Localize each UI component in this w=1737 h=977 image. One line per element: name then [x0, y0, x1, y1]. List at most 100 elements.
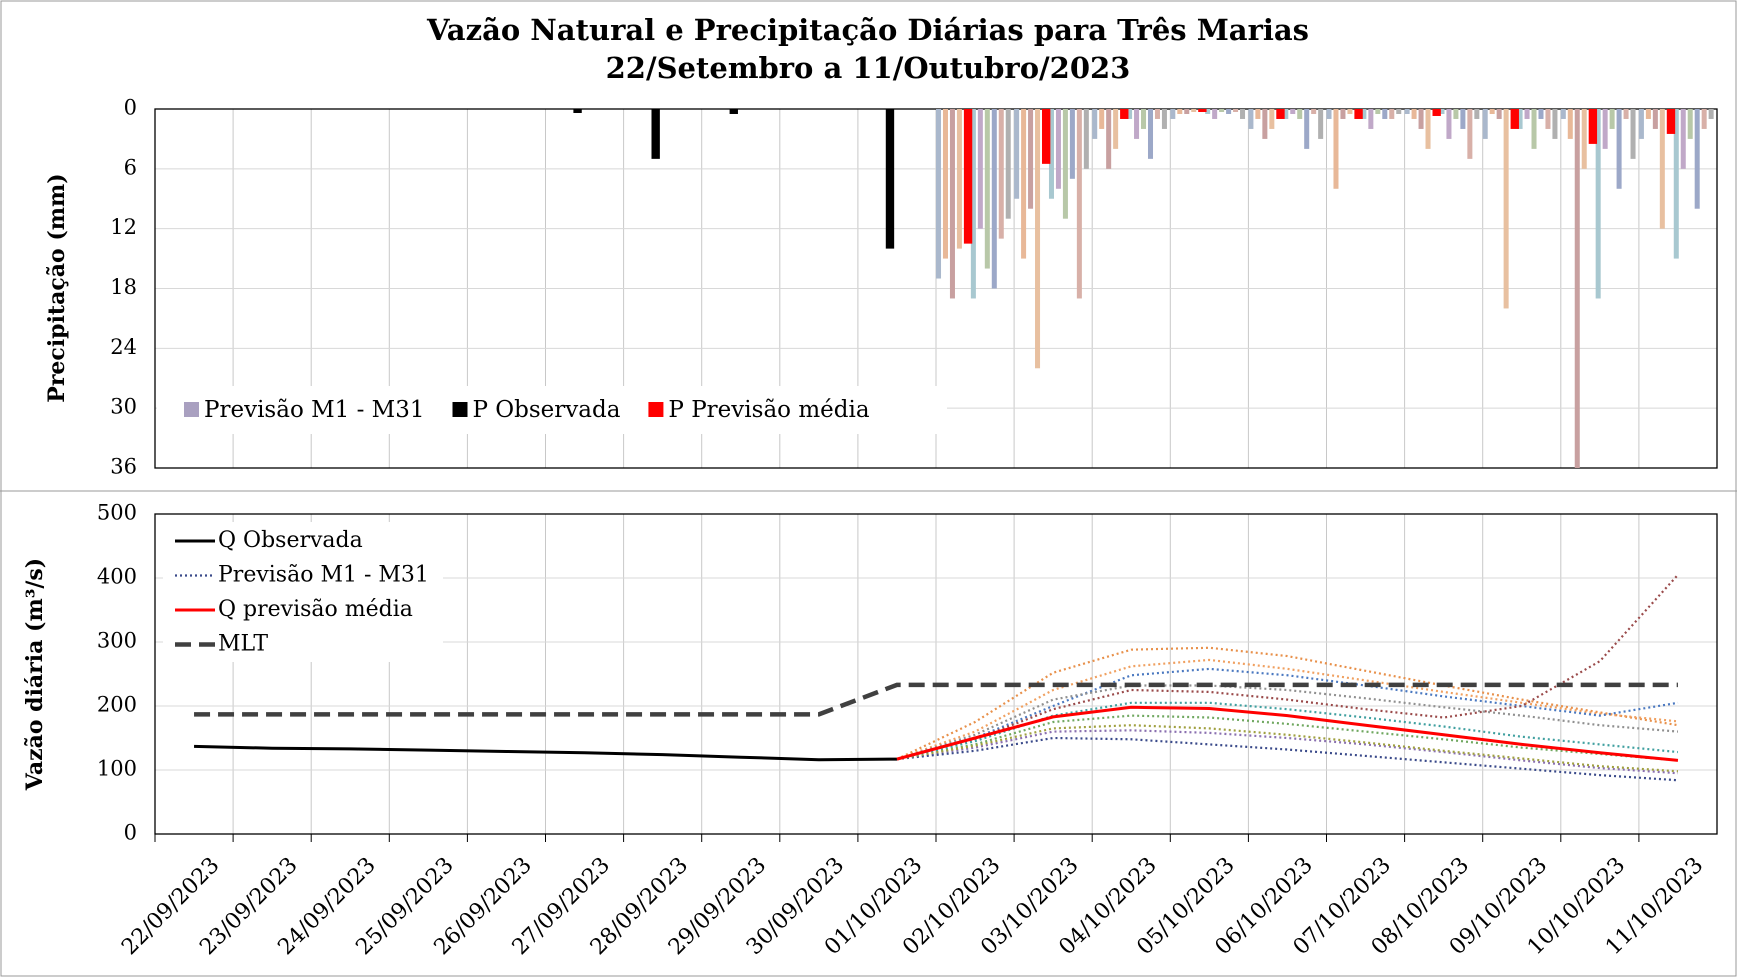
- member-bar: [1517, 109, 1523, 129]
- bar: [729, 109, 738, 114]
- member-bar: [1035, 109, 1041, 369]
- bar: [1120, 109, 1129, 119]
- member-bar: [942, 109, 948, 259]
- member-bar: [1262, 109, 1268, 139]
- member-line: [896, 667, 1679, 761]
- member-bar: [1048, 109, 1054, 199]
- bar: [1198, 109, 1207, 112]
- member-bar: [1524, 109, 1530, 119]
- legend-label: Previsão M1 - M31: [218, 563, 429, 588]
- member-bar: [1297, 109, 1303, 119]
- member-bar: [1503, 109, 1509, 309]
- member-bar: [949, 109, 955, 299]
- line: [194, 682, 1678, 717]
- member-bar: [1141, 109, 1147, 129]
- member-bar: [1673, 109, 1679, 259]
- bar: [1276, 109, 1285, 119]
- member-bar: [1240, 109, 1246, 119]
- member-bar: [1269, 109, 1275, 129]
- member-bar: [1482, 109, 1488, 139]
- bar: [963, 109, 973, 244]
- member-bar: [1680, 109, 1686, 169]
- member-bar: [1460, 109, 1466, 129]
- member-bar: [1652, 109, 1658, 129]
- member-bar: [1404, 109, 1410, 114]
- member-bar: [1623, 109, 1629, 119]
- member-bar: [1205, 109, 1211, 114]
- member-bar: [1127, 109, 1133, 119]
- member-bar: [977, 109, 983, 229]
- member-bar: [936, 109, 942, 279]
- member-line: [896, 736, 1679, 782]
- bar: [1588, 109, 1598, 144]
- member-bar: [1134, 109, 1140, 139]
- member-bar: [1021, 109, 1027, 259]
- member-bar: [1092, 109, 1098, 139]
- y-tick-label: 30: [110, 395, 137, 419]
- y-tick-label: 12: [110, 215, 137, 239]
- member-bar: [991, 109, 997, 289]
- member-bar: [1219, 109, 1225, 112]
- chart-subtitle: 22/Setembro a 11/Outubro/2023: [606, 51, 1131, 85]
- legend-label: P Previsão média: [668, 397, 869, 423]
- member-bar: [1446, 109, 1452, 139]
- member-bar: [1574, 109, 1580, 468]
- y-axis-title: Vazão diária (m³/s): [22, 558, 48, 791]
- y-tick-label: 6: [124, 155, 137, 179]
- member-line: [896, 574, 1679, 761]
- member-bar: [1184, 109, 1190, 114]
- y-tick-label: 0: [124, 821, 137, 845]
- member-line: [896, 684, 1679, 761]
- member-bar: [1005, 109, 1011, 219]
- member-bar: [1560, 109, 1566, 119]
- y-tick-label: 24: [110, 335, 137, 359]
- member-bar: [1233, 109, 1239, 112]
- member-bar: [1255, 109, 1261, 119]
- member-bar: [1161, 109, 1167, 129]
- bar: [1354, 109, 1363, 119]
- chart-title: Vazão Natural e Precipitação Diárias par…: [426, 13, 1309, 47]
- member-bar: [956, 109, 962, 249]
- member-bar: [1248, 109, 1254, 129]
- member-bar: [1701, 109, 1707, 129]
- member-bar: [1361, 109, 1367, 119]
- member-bar: [1425, 109, 1431, 149]
- y-tick-label: 36: [110, 455, 137, 479]
- member-bar: [1340, 109, 1346, 119]
- bar: [651, 109, 660, 159]
- member-bar: [1212, 109, 1218, 119]
- member-bar: [1333, 109, 1339, 189]
- member-bar: [1106, 109, 1112, 169]
- member-bar: [970, 109, 976, 299]
- member-bar: [1630, 109, 1636, 159]
- member-bar: [1489, 109, 1495, 114]
- member-bar: [1382, 109, 1388, 119]
- member-bar: [1326, 109, 1332, 119]
- member-bar: [998, 109, 1004, 239]
- member-bar: [1170, 109, 1176, 119]
- legend-box: [157, 386, 947, 434]
- y-tick-label: 18: [110, 275, 137, 299]
- legend-box: [163, 522, 443, 662]
- member-bar: [1595, 109, 1601, 299]
- y-tick-label: 300: [97, 629, 137, 653]
- legend-label: Previsão M1 - M31: [204, 397, 425, 423]
- member-bar: [1290, 109, 1296, 114]
- member-bar: [1076, 109, 1082, 299]
- legend-swatch: [184, 402, 199, 417]
- member-bar: [1602, 109, 1608, 149]
- line: [194, 744, 897, 762]
- y-tick-label: 0: [124, 96, 137, 120]
- legend-label: Q previsão média: [218, 597, 413, 622]
- member-bar: [1311, 109, 1317, 114]
- member-bar: [1687, 109, 1693, 139]
- member-bar: [1318, 109, 1324, 139]
- bar: [1432, 109, 1441, 116]
- member-bar: [1694, 109, 1700, 209]
- member-bar: [1389, 109, 1395, 119]
- member-line: [896, 724, 1679, 773]
- y-tick-label: 500: [97, 501, 137, 525]
- member-bar: [1531, 109, 1537, 149]
- member-bar: [1283, 109, 1289, 119]
